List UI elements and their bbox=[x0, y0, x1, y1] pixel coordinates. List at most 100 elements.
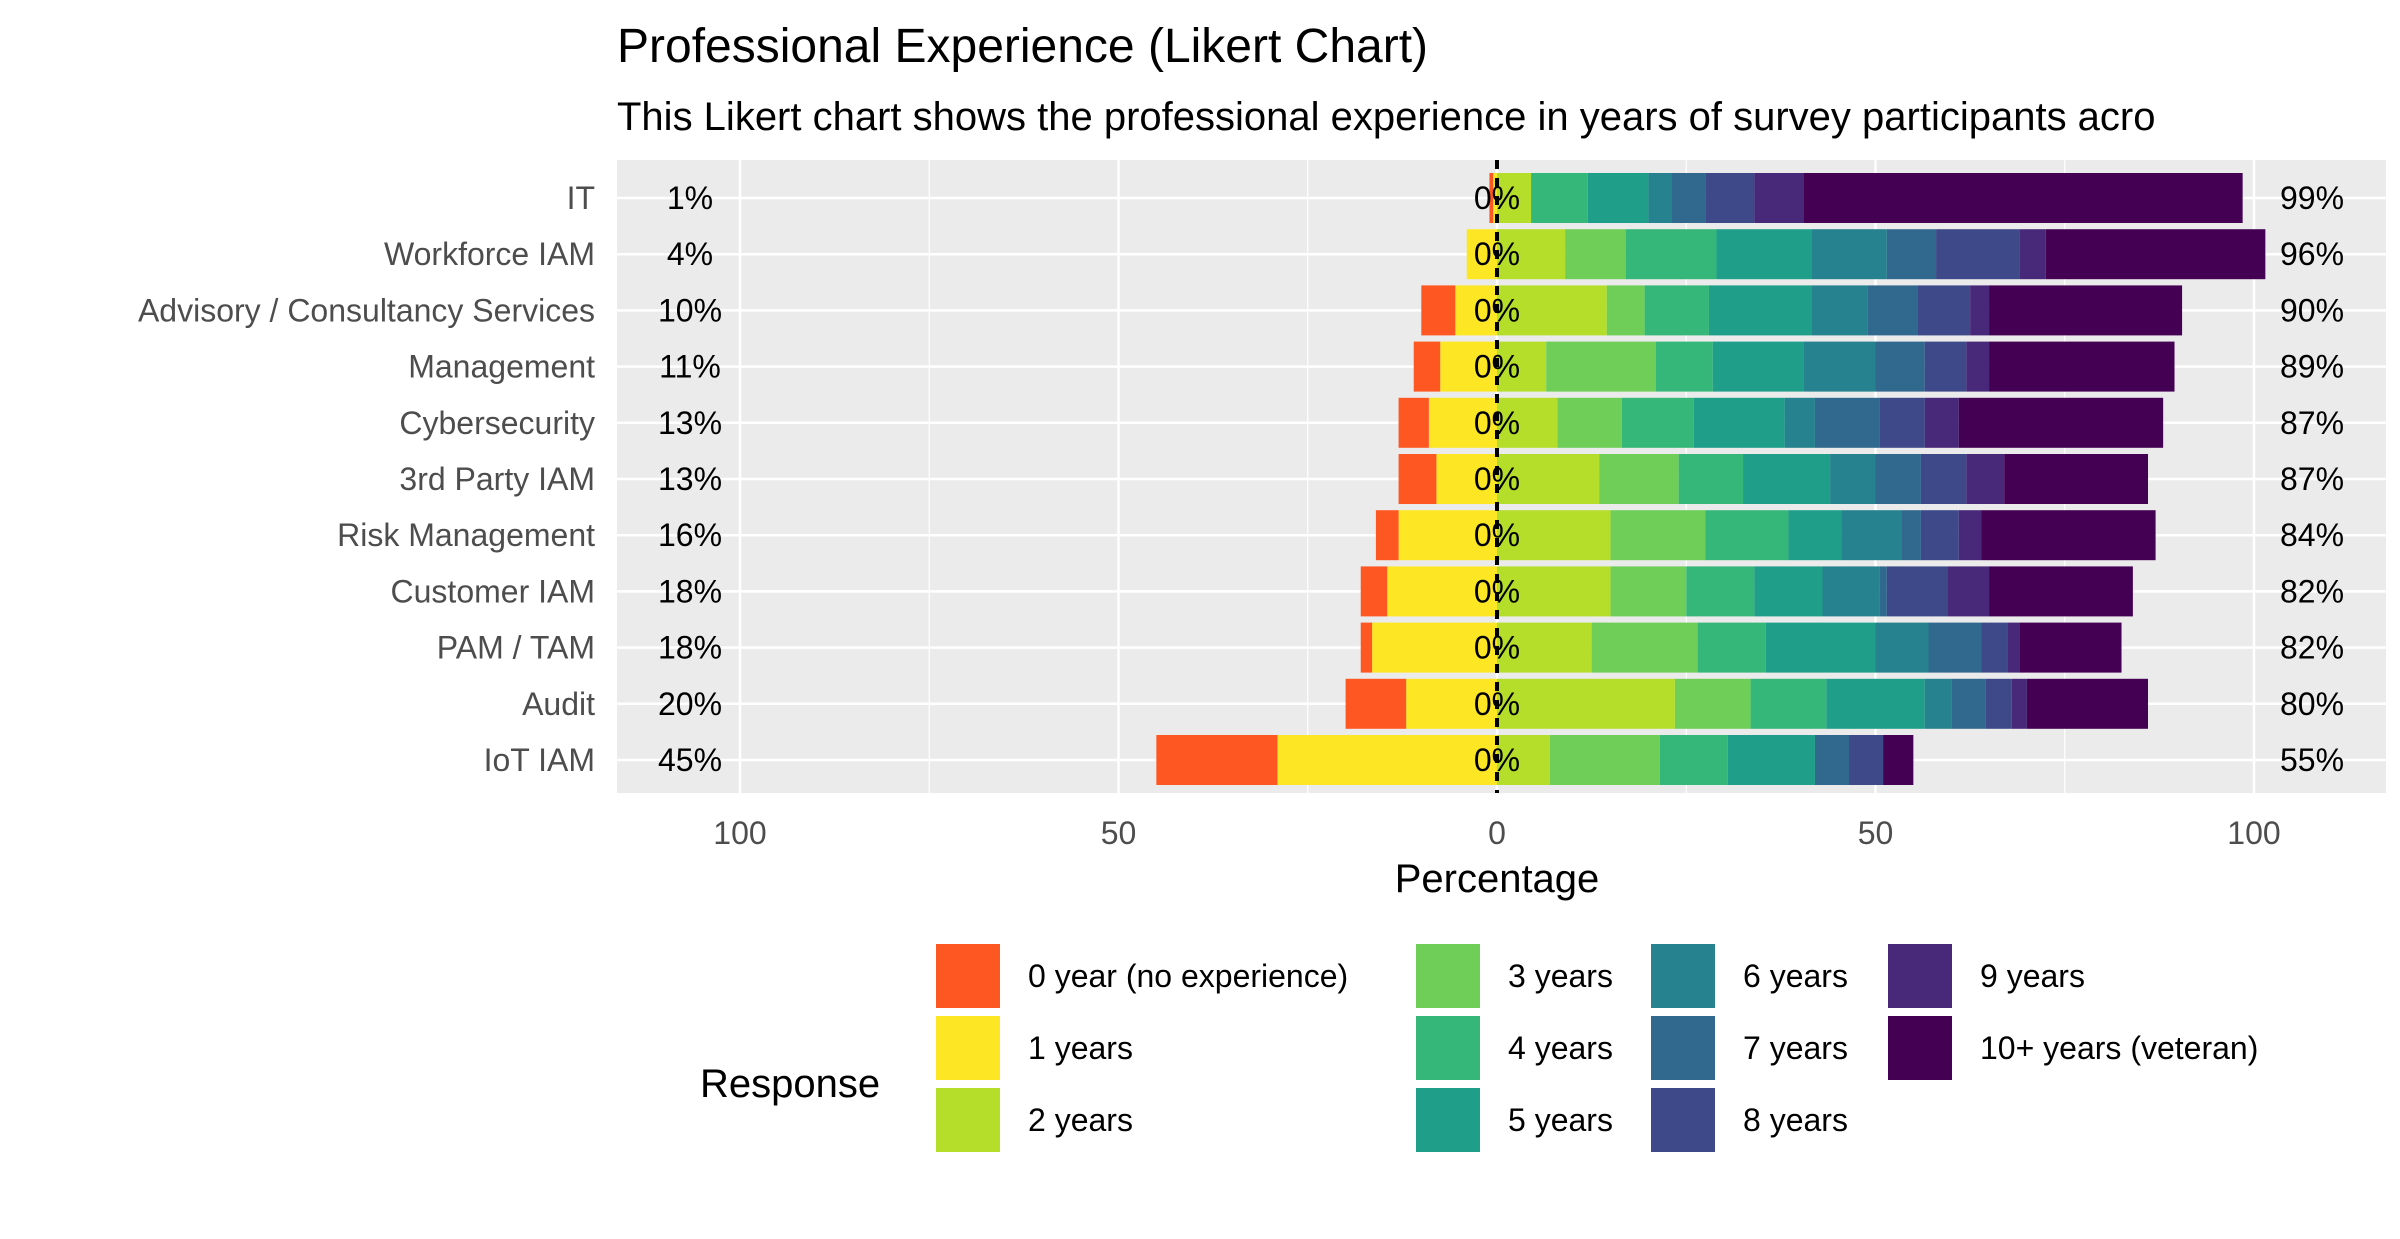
bar-segment bbox=[1879, 566, 1887, 617]
bar-segment bbox=[1372, 622, 1497, 673]
legend-label: 1 years bbox=[1028, 1030, 1133, 1066]
bars bbox=[1156, 173, 2266, 785]
left-percent-label: 11% bbox=[659, 349, 721, 385]
bar-segment bbox=[1886, 229, 1937, 280]
category-label: Advisory / Consultancy Services bbox=[138, 292, 595, 328]
category-axis-labels: IT Workforce IAM Advisory / Consultancy Se… bbox=[138, 180, 595, 778]
bar-segment bbox=[1440, 341, 1497, 392]
category-label: Management bbox=[408, 349, 595, 385]
bar-segment bbox=[1428, 397, 1497, 448]
bar-segment bbox=[1610, 510, 1706, 561]
bar-segment bbox=[1811, 285, 1868, 336]
bar-segment bbox=[1883, 735, 1914, 785]
bar-segment bbox=[1497, 454, 1600, 504]
bar-segment bbox=[1549, 735, 1660, 785]
bar-segment bbox=[2019, 229, 2046, 280]
left-percent-label: 18% bbox=[658, 573, 722, 609]
category-label: Risk Management bbox=[337, 517, 595, 553]
bar-segment bbox=[1659, 735, 1728, 785]
bar-segment bbox=[1822, 566, 1880, 617]
left-percent-label: 13% bbox=[658, 405, 722, 441]
bar-segment bbox=[1421, 285, 1456, 336]
bar-segment bbox=[1981, 510, 2156, 561]
left-percent-label: 10% bbox=[658, 292, 722, 328]
legend-label: 10+ years (veteran) bbox=[1980, 1030, 2258, 1066]
right-percent-label: 99% bbox=[2280, 180, 2344, 216]
bar-segment bbox=[1655, 341, 1713, 392]
bar-segment bbox=[1686, 566, 1755, 617]
center-percent-label: 0% bbox=[1474, 405, 1520, 441]
bar-segment bbox=[2011, 678, 2027, 729]
bar-segment bbox=[1966, 454, 2005, 504]
bar-segment bbox=[1750, 678, 1827, 729]
bar-segment bbox=[2026, 678, 2149, 729]
chart-title: Professional Experience (Likert Chart) bbox=[617, 20, 1428, 73]
bar-segment bbox=[1497, 735, 1550, 785]
bar-segment bbox=[1436, 454, 1497, 504]
bar-segment bbox=[2007, 622, 2020, 673]
bar-segment bbox=[1497, 678, 1675, 729]
legend-label: 7 years bbox=[1743, 1030, 1848, 1066]
bar-segment bbox=[1398, 510, 1497, 561]
bar-segment bbox=[1989, 285, 2183, 336]
bar-segment bbox=[1360, 566, 1388, 617]
category-label: 3rd Party IAM bbox=[399, 461, 595, 497]
bar-segment bbox=[1814, 397, 1880, 448]
right-percent-label: 84% bbox=[2280, 517, 2344, 553]
bar-segment bbox=[1599, 454, 1679, 504]
legend: Response 0 year (no experience) 1 years 2 … bbox=[700, 942, 2258, 1154]
legend-label: 9 years bbox=[1980, 958, 2085, 994]
legend-label: 2 years bbox=[1028, 1102, 1133, 1138]
bar-segment bbox=[1531, 173, 1588, 223]
bar-segment bbox=[1345, 678, 1407, 729]
bar-segment bbox=[1765, 622, 1876, 673]
bar-segment bbox=[1678, 454, 1744, 504]
bar-segment bbox=[1966, 341, 1990, 392]
bar-segment bbox=[1156, 735, 1278, 785]
bar-segment bbox=[1886, 566, 1948, 617]
bar-segment bbox=[1727, 735, 1815, 785]
bar-segment bbox=[2004, 454, 2149, 504]
category-label: IoT IAM bbox=[484, 742, 595, 778]
right-percent-label: 87% bbox=[2280, 461, 2344, 497]
legend-swatch bbox=[934, 1086, 1002, 1154]
bar-segment bbox=[1557, 397, 1622, 448]
center-percent-label: 0% bbox=[1474, 461, 1520, 497]
bar-segment bbox=[1947, 566, 1990, 617]
bar-segment bbox=[1920, 510, 1959, 561]
category-label: Audit bbox=[522, 686, 595, 722]
center-percent-label: 0% bbox=[1474, 292, 1520, 328]
legend-swatch bbox=[1886, 942, 1954, 1010]
legend-swatch bbox=[934, 1014, 1002, 1082]
bar-segment bbox=[1826, 678, 1925, 729]
chart-subtitle: This Likert chart shows the professional… bbox=[617, 95, 2156, 139]
center-percent-label: 0% bbox=[1474, 630, 1520, 666]
bar-segment bbox=[1754, 173, 1804, 223]
bar-segment bbox=[1970, 285, 1990, 336]
legend-label: 5 years bbox=[1508, 1102, 1613, 1138]
bar-segment bbox=[1497, 397, 1558, 448]
x-tick-label: 50 bbox=[1858, 815, 1894, 851]
bar-segment bbox=[1497, 510, 1611, 561]
legend-title: Response bbox=[700, 1062, 880, 1106]
right-percent-label: 80% bbox=[2280, 686, 2344, 722]
bar-segment bbox=[1610, 566, 1687, 617]
right-percent-label: 55% bbox=[2280, 742, 2344, 778]
bar-segment bbox=[1784, 397, 1815, 448]
left-percent-label: 4% bbox=[667, 236, 713, 272]
bar-segment bbox=[1901, 510, 1921, 561]
category-label: Cybersecurity bbox=[399, 405, 595, 441]
legend-label: 0 year (no experience) bbox=[1028, 958, 1348, 994]
bar-segment bbox=[1697, 622, 1766, 673]
bar-segment bbox=[1951, 678, 1986, 729]
legend-label: 3 years bbox=[1508, 958, 1613, 994]
bar-segment bbox=[1671, 173, 1706, 223]
bar-segment bbox=[1924, 397, 1959, 448]
legend-swatch bbox=[1414, 1014, 1482, 1082]
bar-segment bbox=[2045, 229, 2266, 280]
bar-segment bbox=[1867, 285, 1918, 336]
bar-segment bbox=[2019, 622, 2122, 673]
right-percent-label: 96% bbox=[2280, 236, 2344, 272]
bar-segment bbox=[1398, 454, 1437, 504]
